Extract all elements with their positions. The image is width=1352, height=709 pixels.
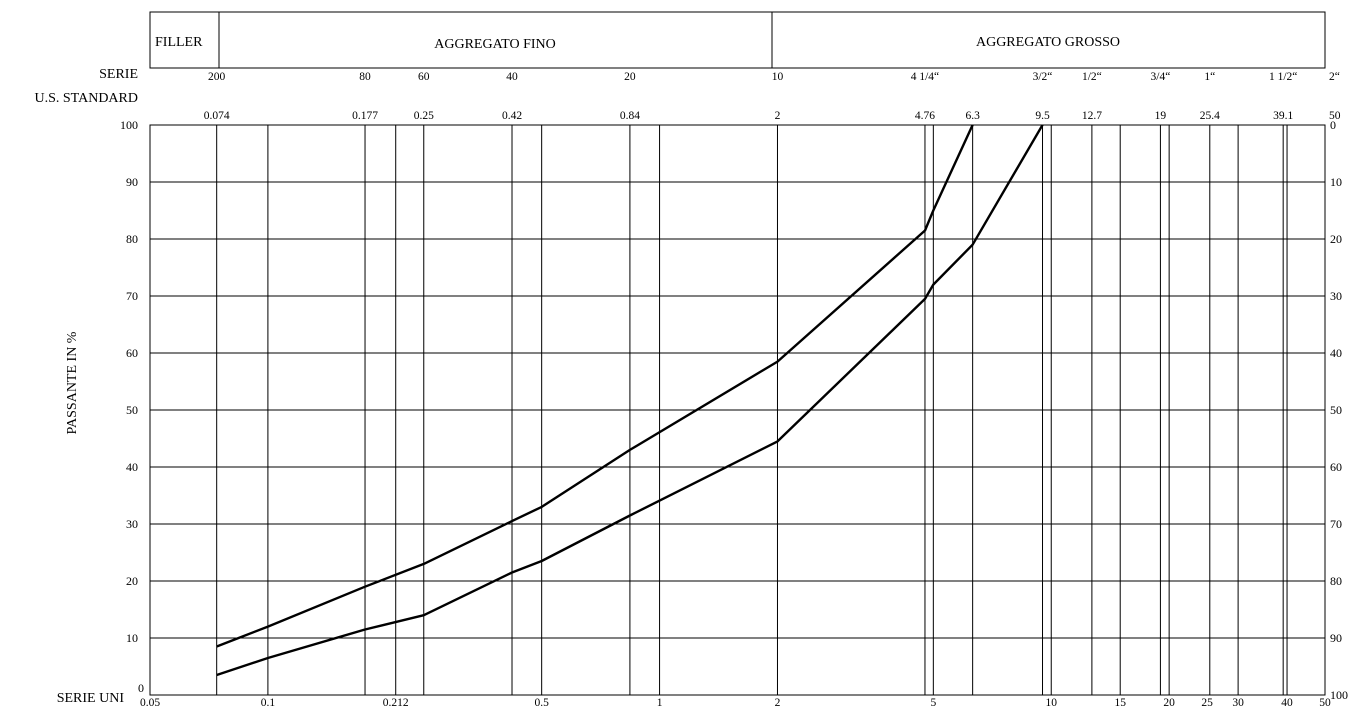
grading-curve-lower <box>216 124 1044 677</box>
us-mesh-label: 40 <box>506 71 518 83</box>
uni-tick-label: 25 <box>1201 697 1213 709</box>
serie-uni-label: SERIE UNI <box>57 691 125 706</box>
us-mm-label: 12.7 <box>1082 110 1102 122</box>
us-mesh-label: 1“ <box>1204 71 1215 83</box>
uni-tick-label: 0.05 <box>140 697 160 709</box>
uni-tick-label: 20 <box>1163 697 1175 709</box>
us-mm-label: 25.4 <box>1200 110 1220 122</box>
us-mesh-label: 80 <box>359 71 371 83</box>
header-coarse-label: AGGREGATO GROSSO <box>976 35 1120 50</box>
uni-tick-label: 0.212 <box>383 697 409 709</box>
uni-tick-label: 15 <box>1114 697 1126 709</box>
us-mm-label: 0.25 <box>414 110 434 122</box>
uni-tick-label: 0.5 <box>534 697 549 709</box>
header-filler-label: FILLER <box>155 35 203 50</box>
y-tick-label: 90 <box>126 175 138 189</box>
us-mm-label: 0.074 <box>204 110 230 122</box>
us-mesh-label: 1/2“ <box>1082 71 1102 83</box>
y2-tick-label: 60 <box>1330 460 1342 474</box>
us-mm-label: 19 <box>1155 110 1167 122</box>
us-mm-label: 4.76 <box>915 110 935 122</box>
y-tick-label: 0 <box>138 681 144 695</box>
y2-tick-label: 10 <box>1330 175 1342 189</box>
y2-tick-label: 80 <box>1330 574 1342 588</box>
us-mm-label: 0.177 <box>352 110 378 122</box>
header-fine-label: AGGREGATO FINO <box>434 37 555 52</box>
us-mesh-label: 4 1/4“ <box>911 71 939 83</box>
us-mm-label: 6.3 <box>965 110 980 122</box>
us-mm-label: 2 <box>775 110 781 122</box>
y-tick-label: 40 <box>126 460 138 474</box>
y2-tick-label: 100 <box>1330 688 1348 702</box>
us-mm-label: 9.5 <box>1035 110 1050 122</box>
uni-tick-label: 10 <box>1045 697 1057 709</box>
uni-tick-label: 40 <box>1281 697 1293 709</box>
us-mm-label: 39.1 <box>1273 110 1293 122</box>
y2-tick-label: 0 <box>1330 118 1336 132</box>
y2-tick-label: 40 <box>1330 346 1342 360</box>
y2-tick-label: 70 <box>1330 517 1342 531</box>
serie-us-label-line2: U.S. STANDARD <box>34 91 138 106</box>
us-mm-label: 0.42 <box>502 110 522 122</box>
y-tick-label: 20 <box>126 574 138 588</box>
gridlines <box>150 124 1325 696</box>
grading-curve-upper <box>216 124 974 648</box>
us-mesh-label: 20 <box>624 71 636 83</box>
us-mm-label: 50 <box>1329 110 1341 122</box>
y-axis-label: PASSANTE IN % <box>65 331 80 434</box>
y-tick-label: 30 <box>126 517 138 531</box>
header: FILLER AGGREGATO FINO AGGREGATO GROSSO <box>149 11 1326 69</box>
series <box>216 124 1044 677</box>
us-mesh-label: 3/2“ <box>1033 71 1053 83</box>
serie-us-label-line1: SERIE <box>99 67 138 82</box>
plot-frame <box>149 124 1326 696</box>
y2-tick-label: 20 <box>1330 232 1342 246</box>
y-tick-label: 60 <box>126 346 138 360</box>
y-tick-label: 10 <box>126 631 138 645</box>
uni-tick-label: 50 <box>1319 697 1331 709</box>
y2-tick-label: 30 <box>1330 289 1342 303</box>
y-tick-label: 100 <box>120 118 138 132</box>
y-tick-label: 70 <box>126 289 138 303</box>
us-mm-label: 0.84 <box>620 110 640 122</box>
y2-tick-label: 50 <box>1330 403 1342 417</box>
header-frame <box>149 11 1326 69</box>
y-tick-label: 50 <box>126 403 138 417</box>
us-mesh-label: 200 <box>208 71 226 83</box>
us-mesh-label: 10 <box>772 71 784 83</box>
us-mesh-label: 60 <box>418 71 430 83</box>
us-mesh-label: 2“ <box>1329 71 1340 83</box>
uni-tick-label: 2 <box>775 697 781 709</box>
y2-tick-label: 90 <box>1330 631 1342 645</box>
uni-tick-label: 0.1 <box>261 697 276 709</box>
uni-tick-label: 5 <box>930 697 936 709</box>
us-mesh-label: 1 1/2“ <box>1269 71 1297 83</box>
y-tick-label: 80 <box>126 232 138 246</box>
uni-tick-label: 1 <box>657 697 663 709</box>
uni-tick-label: 30 <box>1232 697 1244 709</box>
us-mesh-label: 3/4“ <box>1151 71 1171 83</box>
